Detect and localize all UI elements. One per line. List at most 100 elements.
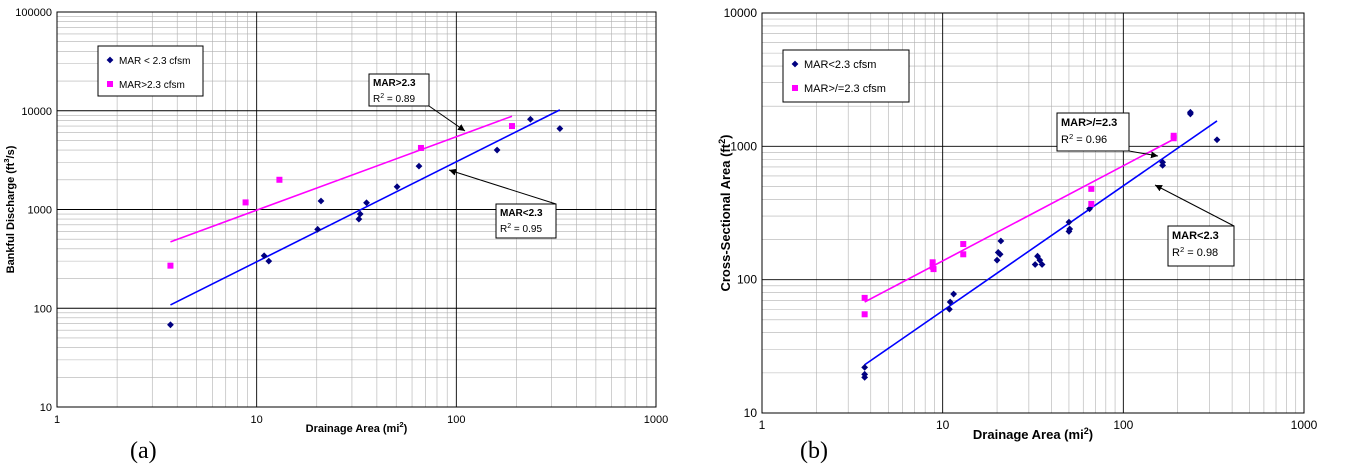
legend-marker-diamond: [791, 60, 799, 68]
data-point-diamond: [556, 125, 564, 132]
data-point-diamond: [861, 373, 869, 381]
annotation-title: MAR<2.3: [500, 208, 543, 219]
data-point-diamond: [317, 197, 325, 205]
x-tick-label: 1: [759, 418, 766, 432]
annotation-arrow: [428, 105, 466, 132]
data-point-square: [508, 123, 515, 130]
data-point-diamond: [996, 250, 1004, 258]
data-point-diamond: [1065, 218, 1073, 226]
data-point-diamond: [493, 146, 501, 154]
data-point-square: [1088, 185, 1095, 192]
x-axis-title: Drainage Area (mi2): [306, 420, 408, 435]
data-point-diamond: [946, 298, 954, 306]
data-point-square: [276, 176, 283, 183]
data-point-diamond: [167, 321, 174, 329]
data-point-diamond: [993, 256, 1001, 264]
y-tick-label: 1000: [28, 205, 52, 217]
legend-label: MAR < 2.3 cfsm: [119, 56, 190, 67]
annotation-title: MAR>/=2.3: [1061, 117, 1117, 129]
annotation-box: [368, 73, 430, 107]
annotation-title: MAR<2.3: [1172, 230, 1219, 242]
x-tick-label: 100: [447, 414, 465, 426]
x-tick-label: 10: [936, 418, 950, 432]
legend-box: [782, 49, 910, 103]
annotation-box: [1056, 112, 1130, 152]
annotation-box: [1167, 225, 1235, 267]
y-tick-label: 10000: [21, 106, 52, 118]
data-point-diamond: [1034, 252, 1041, 260]
y-axis-title: Bankful Discharge (ft3/s): [2, 145, 17, 273]
legend-label: MAR<2.3 cfsm: [804, 59, 876, 71]
data-point-square: [861, 294, 868, 301]
legend-marker-square: [792, 85, 798, 91]
annotation-arrow: [1128, 150, 1159, 159]
data-point-diamond: [946, 305, 953, 313]
data-point-diamond: [1159, 158, 1167, 166]
data-point-diamond: [1186, 110, 1194, 118]
data-point-diamond: [950, 290, 958, 298]
data-point-square: [929, 259, 936, 266]
annotation-r2: R2 = 0.98: [1172, 245, 1218, 259]
annotation-r2: R2 = 0.89: [373, 93, 415, 105]
data-point-diamond: [314, 225, 322, 233]
series-points: [167, 115, 564, 329]
data-point-diamond: [997, 237, 1005, 245]
x-axis-title: Drainage Area (mi2): [973, 426, 1093, 442]
x-tick-label: 1000: [1291, 418, 1318, 432]
data-point-diamond: [1213, 136, 1221, 144]
data-point-diamond: [1086, 205, 1093, 213]
panel-label: (a): [130, 438, 157, 464]
y-tick-label: 10: [744, 406, 758, 420]
annotation-box: [495, 203, 557, 239]
x-tick-label: 1000: [644, 414, 668, 426]
x-tick-label: 1: [54, 414, 60, 426]
data-point-diamond: [356, 210, 364, 218]
data-point-diamond: [1066, 225, 1074, 233]
x-tick-label: 10: [251, 414, 263, 426]
annotation-title: MAR>2.3: [373, 78, 416, 89]
data-point-square: [960, 251, 967, 258]
data-point-square: [242, 199, 249, 206]
data-point-diamond: [265, 257, 273, 265]
data-point-diamond: [363, 199, 370, 207]
data-point-square: [417, 144, 424, 151]
series-points: [167, 123, 515, 269]
x-tick-label: 100: [1113, 418, 1133, 432]
data-point-diamond: [1031, 261, 1039, 268]
series-points: [861, 132, 1177, 318]
y-tick-label: 100: [737, 273, 757, 287]
data-point-diamond: [393, 183, 401, 191]
data-point-square: [1088, 200, 1095, 207]
y-tick-label: 10000: [724, 6, 758, 20]
data-point-square: [930, 266, 937, 273]
data-point-diamond: [355, 215, 363, 223]
plot-area-border: [56, 11, 657, 408]
data-point-diamond: [1038, 261, 1046, 268]
data-point-square: [861, 311, 868, 318]
data-point-square: [1170, 135, 1177, 142]
y-tick-label: 100000: [15, 7, 52, 19]
legend-box: [97, 45, 204, 97]
annotation-r2: R2 = 0.95: [500, 223, 542, 235]
y-axis-title: Cross-Sectional Area (ft2): [717, 134, 733, 291]
plot-area-border: [761, 12, 1305, 414]
data-point-diamond: [415, 162, 423, 170]
panel-label: (b): [800, 438, 828, 464]
legend-label: MAR>2.3 cfsm: [119, 80, 185, 91]
trendline: [864, 138, 1175, 303]
data-point-diamond: [260, 252, 268, 260]
trendline: [170, 115, 513, 243]
trendline: [170, 109, 561, 306]
legend-label: MAR>/=2.3 cfsm: [804, 83, 886, 95]
y-tick-label: 1000: [730, 139, 757, 153]
series-points: [861, 108, 1221, 381]
data-point-square: [960, 241, 967, 248]
y-tick-label: 10: [40, 402, 52, 414]
annotation-arrow: [448, 168, 557, 205]
data-point-diamond: [527, 115, 534, 123]
data-point-diamond: [1036, 256, 1044, 264]
legend-marker-square: [107, 81, 113, 87]
